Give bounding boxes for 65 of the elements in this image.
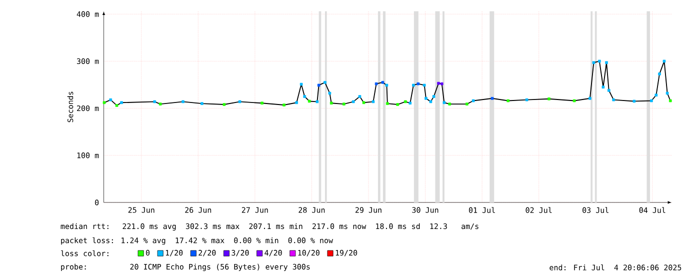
point — [432, 95, 436, 98]
point — [324, 81, 326, 84]
point — [412, 84, 415, 87]
point — [654, 94, 658, 97]
point — [437, 82, 440, 85]
point — [472, 100, 475, 102]
point — [662, 60, 666, 63]
point — [612, 98, 616, 102]
point — [109, 98, 112, 102]
point — [303, 95, 306, 98]
point — [572, 100, 576, 102]
point — [448, 102, 452, 106]
point — [632, 100, 636, 103]
point — [525, 98, 528, 102]
point — [385, 84, 388, 87]
point — [222, 103, 226, 106]
point — [490, 97, 494, 100]
point — [440, 82, 444, 86]
point — [316, 100, 319, 104]
point — [120, 101, 123, 104]
point — [666, 92, 669, 95]
point — [442, 101, 446, 104]
point — [282, 104, 286, 107]
point — [408, 102, 412, 105]
point — [358, 95, 362, 98]
point — [598, 60, 601, 63]
point — [342, 102, 346, 106]
point — [372, 100, 375, 104]
point — [429, 100, 432, 104]
point — [352, 100, 355, 104]
point — [607, 89, 610, 92]
point — [153, 100, 156, 104]
point — [416, 82, 420, 86]
point — [404, 100, 407, 104]
point — [605, 61, 608, 64]
point — [182, 100, 184, 104]
point — [200, 102, 204, 106]
point — [386, 102, 389, 106]
point — [308, 100, 311, 103]
line-series — [104, 60, 671, 106]
point — [424, 97, 428, 100]
point — [330, 102, 333, 105]
point — [115, 104, 118, 108]
point — [238, 100, 242, 104]
point — [300, 83, 303, 86]
point — [422, 84, 426, 87]
point — [396, 103, 400, 106]
point — [592, 61, 596, 64]
point — [658, 72, 661, 76]
point — [328, 92, 332, 95]
point — [506, 100, 510, 102]
point — [102, 101, 106, 104]
point — [295, 101, 298, 104]
point — [362, 101, 366, 104]
point — [317, 84, 320, 87]
point — [374, 82, 378, 86]
point — [650, 100, 653, 102]
point — [260, 102, 264, 105]
point — [548, 98, 550, 100]
point — [588, 97, 592, 100]
point — [668, 100, 672, 102]
point — [466, 102, 468, 106]
point — [602, 86, 605, 89]
point — [158, 102, 162, 106]
point — [381, 81, 384, 84]
